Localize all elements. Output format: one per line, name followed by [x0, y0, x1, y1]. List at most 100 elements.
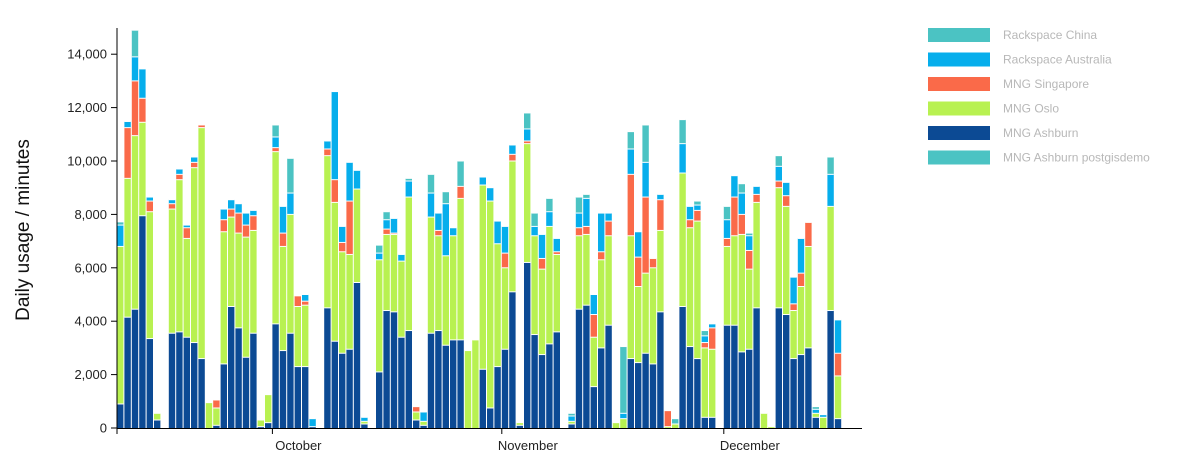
bar-segment	[738, 351, 745, 428]
bar-segment	[131, 80, 139, 136]
bar-day-52	[501, 225, 509, 429]
bar-segment	[768, 426, 775, 428]
bar-segment	[154, 419, 161, 428]
legend-swatch	[928, 77, 990, 91]
bar-segment	[812, 409, 819, 414]
bar-segment	[812, 417, 819, 428]
bar-segment	[760, 413, 768, 428]
bar-segment	[309, 418, 316, 427]
bar-segment	[590, 386, 597, 428]
bar-segment	[390, 234, 398, 312]
bar-day-2	[131, 29, 139, 428]
bar-segment	[575, 309, 583, 428]
bar-segment	[820, 414, 827, 418]
bar-segment	[664, 426, 671, 428]
bar-segment	[413, 411, 420, 420]
bar-day-92	[797, 237, 805, 428]
legend-label: Rackspace Australia	[1003, 53, 1112, 67]
bar-segment	[413, 419, 420, 428]
bar-segment	[383, 211, 390, 220]
legend-item[interactable]: MNG Singapore	[928, 77, 1089, 91]
bar-segment	[709, 327, 716, 350]
bar-segment	[790, 358, 797, 428]
bar-segment	[538, 354, 546, 428]
y-tick-label: 12,000	[67, 100, 107, 115]
legend-item[interactable]: MNG Ashburn postgisdemo	[928, 150, 1150, 165]
bar-segment	[598, 251, 605, 260]
bar-segment	[635, 286, 642, 363]
bar-segment	[117, 225, 124, 247]
bar-day-85	[746, 232, 753, 429]
bar-day-37	[390, 217, 398, 428]
bar-day-38	[398, 253, 405, 428]
bar-segment	[376, 253, 383, 260]
bar-segment	[746, 349, 753, 429]
bar-segment	[324, 148, 331, 156]
bar-segment	[279, 246, 287, 351]
bar-segment	[346, 254, 353, 350]
bar-segment	[390, 218, 398, 234]
bar-segment	[420, 421, 427, 426]
bar-segment	[479, 177, 486, 186]
bar-segment	[457, 186, 464, 199]
bar-segment	[827, 157, 834, 175]
bar-segment	[427, 193, 435, 218]
legend-item[interactable]: Rackspace Australia	[928, 52, 1112, 67]
bar-segment	[413, 406, 420, 412]
bar-day-64	[590, 294, 597, 428]
bar-segment	[627, 131, 634, 149]
bar-segment	[427, 333, 435, 428]
bar-segment	[723, 206, 731, 220]
bar-day-14	[220, 208, 227, 428]
bar-segment	[694, 358, 701, 428]
bar-segment	[339, 251, 346, 354]
bar-segment	[228, 217, 235, 307]
bar-day-9	[183, 224, 190, 428]
bar-segment	[183, 238, 190, 338]
legend-item[interactable]: MNG Ashburn	[928, 126, 1078, 140]
bar-day-69	[627, 131, 634, 428]
bar-day-21	[272, 124, 279, 428]
bar-segment	[686, 227, 694, 347]
legend-item[interactable]: Rackspace China	[928, 28, 1097, 42]
bar-day-32	[353, 169, 361, 428]
bar-segment	[176, 169, 183, 175]
bar-segment	[516, 425, 523, 428]
bar-segment	[228, 209, 235, 218]
bar-segment	[339, 226, 346, 243]
bar-segment	[686, 219, 694, 228]
legend[interactable]: Rackspace China Rackspace Australia MNG Si…	[928, 28, 1150, 165]
bar-day-11	[198, 124, 205, 428]
bar-day-33	[361, 416, 368, 428]
bar-segment	[723, 325, 731, 428]
bar-segment	[487, 407, 494, 428]
bar-day-57	[538, 233, 546, 428]
bar-segment	[339, 242, 346, 252]
bar-segment	[501, 253, 509, 268]
bar-day-25	[302, 294, 309, 428]
bar-segment	[509, 291, 516, 428]
bar-day-20	[265, 394, 272, 428]
bar-segment	[183, 225, 190, 228]
bar-segment	[139, 68, 146, 99]
legend-item[interactable]: MNG Oslo	[928, 101, 1059, 116]
bar-segment	[805, 222, 812, 247]
bar-segment	[464, 350, 472, 428]
bar-segment	[242, 225, 250, 238]
bar-segment	[294, 295, 301, 307]
bar-segment	[620, 418, 627, 428]
bar-segment	[228, 199, 235, 210]
bar-day-62	[575, 196, 583, 428]
bar-segment	[235, 233, 242, 328]
bar-segment	[575, 227, 583, 236]
bar-segment	[124, 317, 131, 428]
bar-segment	[546, 226, 553, 344]
bar-segment	[242, 237, 250, 358]
bar-day-83	[731, 175, 738, 428]
bar-segment	[627, 358, 634, 428]
bar-segment	[827, 174, 834, 207]
bar-day-95	[820, 414, 827, 428]
bar-segment	[583, 305, 590, 428]
bar-segment	[679, 143, 686, 174]
bar-segment	[583, 226, 590, 235]
